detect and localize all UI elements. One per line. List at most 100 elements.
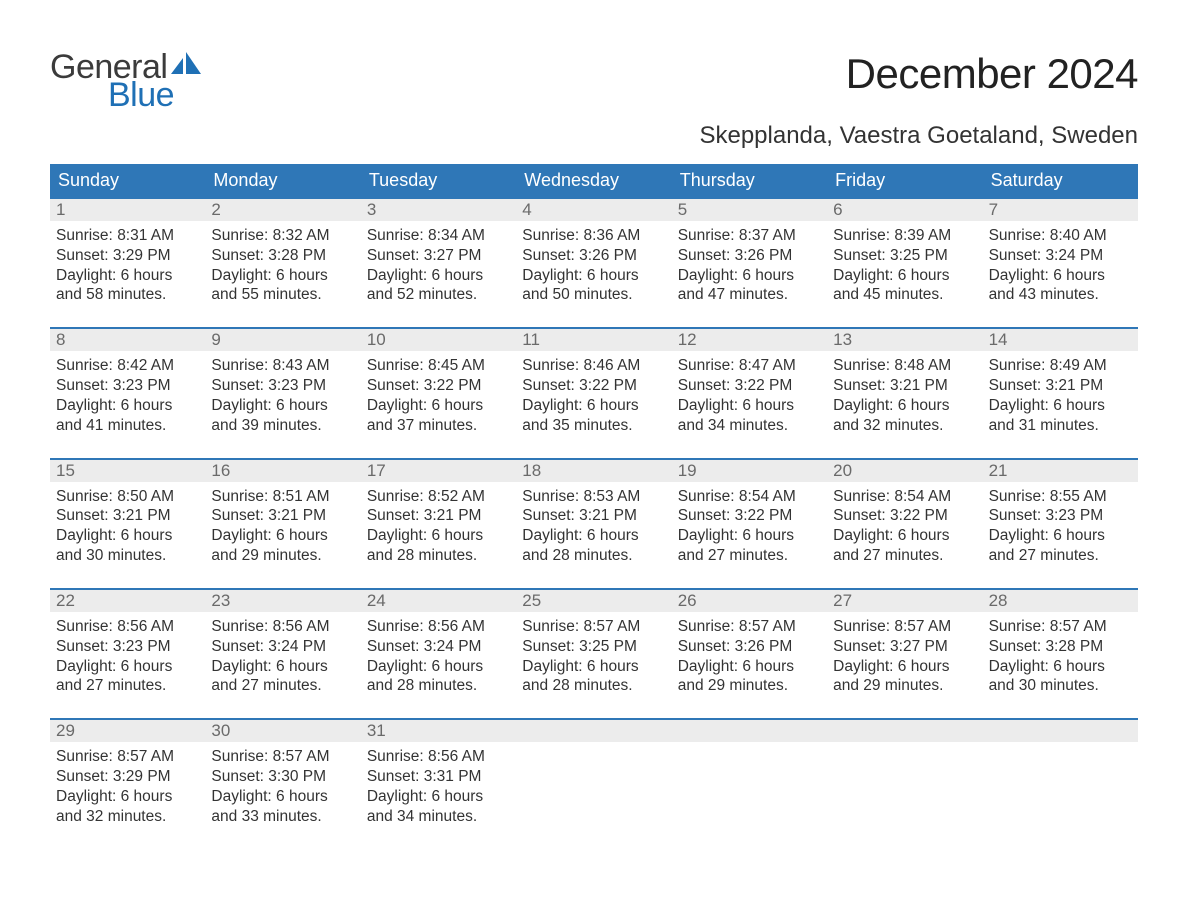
daylight-line-1: Daylight: 6 hours	[678, 396, 821, 416]
daylight-line-1: Daylight: 6 hours	[56, 787, 199, 807]
day-cell: Sunrise: 8:40 AMSunset: 3:24 PMDaylight:…	[983, 221, 1138, 309]
daylight-value-1: 6 hours	[1053, 397, 1105, 414]
daylight-value-1: 6 hours	[742, 527, 794, 544]
sunset-value: 3:24 PM	[1045, 247, 1103, 264]
day-number: 4	[516, 199, 671, 221]
sunrise-line: Sunrise: 8:57 AM	[522, 617, 665, 637]
sunset-line: Sunset: 3:23 PM	[56, 637, 199, 657]
day-number: 7	[983, 199, 1138, 221]
sunrise-value: 8:46 AM	[583, 357, 640, 374]
day-number	[827, 720, 982, 742]
daylight-line-1: Daylight: 6 hours	[989, 266, 1132, 286]
sunset-line: Sunset: 3:22 PM	[678, 376, 821, 396]
sunset-value: 3:29 PM	[113, 768, 171, 785]
week-row: 891011121314Sunrise: 8:42 AMSunset: 3:23…	[50, 327, 1138, 439]
day-cell: Sunrise: 8:39 AMSunset: 3:25 PMDaylight:…	[827, 221, 982, 309]
sunrise-value: 8:48 AM	[894, 357, 951, 374]
sunrise-label: Sunrise:	[56, 357, 113, 374]
sunset-line: Sunset: 3:27 PM	[833, 637, 976, 657]
sunrise-line: Sunrise: 8:51 AM	[211, 487, 354, 507]
sunrise-line: Sunrise: 8:52 AM	[367, 487, 510, 507]
sunset-value: 3:21 PM	[268, 507, 326, 524]
sunset-label: Sunset:	[678, 638, 731, 655]
daylight-label: Daylight:	[211, 397, 271, 414]
sunrise-line: Sunrise: 8:56 AM	[56, 617, 199, 637]
daylight-label: Daylight:	[989, 527, 1049, 544]
daylight-label: Daylight:	[56, 397, 116, 414]
sunrise-label: Sunrise:	[56, 748, 113, 765]
daylight-line-2: and 27 minutes.	[678, 546, 821, 566]
sunset-line: Sunset: 3:28 PM	[989, 637, 1132, 657]
sunset-label: Sunset:	[833, 638, 886, 655]
sunset-line: Sunset: 3:28 PM	[211, 246, 354, 266]
daylight-line-2: and 34 minutes.	[367, 807, 510, 827]
sunset-value: 3:26 PM	[735, 638, 793, 655]
day-header-row: SundayMondayTuesdayWednesdayThursdayFrid…	[50, 164, 1138, 197]
daylight-label: Daylight:	[367, 658, 427, 675]
day-cell: Sunrise: 8:48 AMSunset: 3:21 PMDaylight:…	[827, 351, 982, 439]
daylight-line-1: Daylight: 6 hours	[833, 657, 976, 677]
day-number: 27	[827, 590, 982, 612]
daylight-value-1: 6 hours	[121, 658, 173, 675]
daylight-label: Daylight:	[56, 788, 116, 805]
sunrise-line: Sunrise: 8:54 AM	[678, 487, 821, 507]
daylight-value-1: 6 hours	[121, 527, 173, 544]
daylight-label: Daylight:	[56, 527, 116, 544]
day-cell: Sunrise: 8:54 AMSunset: 3:22 PMDaylight:…	[672, 482, 827, 570]
day-header: Tuesday	[361, 164, 516, 197]
daylight-line-1: Daylight: 6 hours	[522, 266, 665, 286]
week-row: 15161718192021 Sunrise: 8:50 AM Sunset: 3:…	[50, 458, 1138, 570]
sunset-label: Sunset:	[367, 377, 420, 394]
sunrise-value: 8:45 AM	[428, 357, 485, 374]
sunrise-label: Sunrise:	[678, 618, 735, 635]
daylight-value-1: 6 hours	[431, 658, 483, 675]
day-number: 9	[205, 329, 360, 351]
sunset-value: 3:25 PM	[890, 247, 948, 264]
sunset-value: 3:26 PM	[579, 247, 637, 264]
sunset-value: 3:30 PM	[268, 768, 326, 785]
sunrise-label: Sunrise:	[522, 357, 579, 374]
sunset-line: Sunset: 3:26 PM	[678, 637, 821, 657]
week-row: 293031Sunrise: 8:57 AMSunset: 3:29 PMDay…	[50, 718, 1138, 830]
day-number-row: 15161718192021	[50, 460, 1138, 482]
sunrise-value: 8:47 AM	[739, 357, 796, 374]
sunrise-label: Sunrise:	[56, 488, 113, 505]
sunset-line: Sunset: 3:29 PM	[56, 246, 199, 266]
sunrise-value: 8:43 AM	[273, 357, 330, 374]
sunrise-line: Sunrise: 8:50 AM	[56, 487, 199, 507]
sunset-line: Sunset: 3:21 PM	[833, 376, 976, 396]
sunset-line: Sunset: 3:22 PM	[833, 506, 976, 526]
sunset-line: Sunset: 3:23 PM	[211, 376, 354, 396]
day-cell: Sunrise: 8:49 AMSunset: 3:21 PMDaylight:…	[983, 351, 1138, 439]
daylight-label: Daylight:	[678, 527, 738, 544]
sunrise-label: Sunrise:	[522, 227, 579, 244]
sunrise-value: 8:37 AM	[739, 227, 796, 244]
sunrise-line: Sunrise: 8:48 AM	[833, 356, 976, 376]
daylight-value-1: 6 hours	[276, 527, 328, 544]
sunrise-label: Sunrise:	[56, 618, 113, 635]
day-cell: Sunrise: 8:57 AMSunset: 3:25 PMDaylight:…	[516, 612, 671, 700]
day-cell: Sunrise: 8:52 AMSunset: 3:21 PMDaylight:…	[361, 482, 516, 570]
sunset-label: Sunset:	[211, 507, 264, 524]
day-number: 13	[827, 329, 982, 351]
day-number: 24	[361, 590, 516, 612]
daylight-line-2: and 55 minutes.	[211, 285, 354, 305]
sunset-line: Sunset: 3:27 PM	[367, 246, 510, 266]
sunrise-line: Sunrise: 8:57 AM	[989, 617, 1132, 637]
sunset-line: Sunset: 3:24 PM	[211, 637, 354, 657]
sunrise-value: 8:54 AM	[739, 488, 796, 505]
sunset-value: 3:21 PM	[579, 507, 637, 524]
day-number: 17	[361, 460, 516, 482]
daylight-value-1: 6 hours	[587, 527, 639, 544]
day-header: Sunday	[50, 164, 205, 197]
sunset-line: Sunset: 3:21 PM	[211, 506, 354, 526]
daylight-label: Daylight:	[833, 267, 893, 284]
daylight-line-1: Daylight: 6 hours	[522, 657, 665, 677]
daylight-value-1: 6 hours	[121, 788, 173, 805]
sunset-value: 3:27 PM	[890, 638, 948, 655]
sunset-label: Sunset:	[989, 507, 1042, 524]
day-header: Friday	[827, 164, 982, 197]
sunset-label: Sunset:	[367, 507, 420, 524]
daylight-value-1: 6 hours	[1053, 527, 1105, 544]
day-cell: Sunrise: 8:47 AMSunset: 3:22 PMDaylight:…	[672, 351, 827, 439]
